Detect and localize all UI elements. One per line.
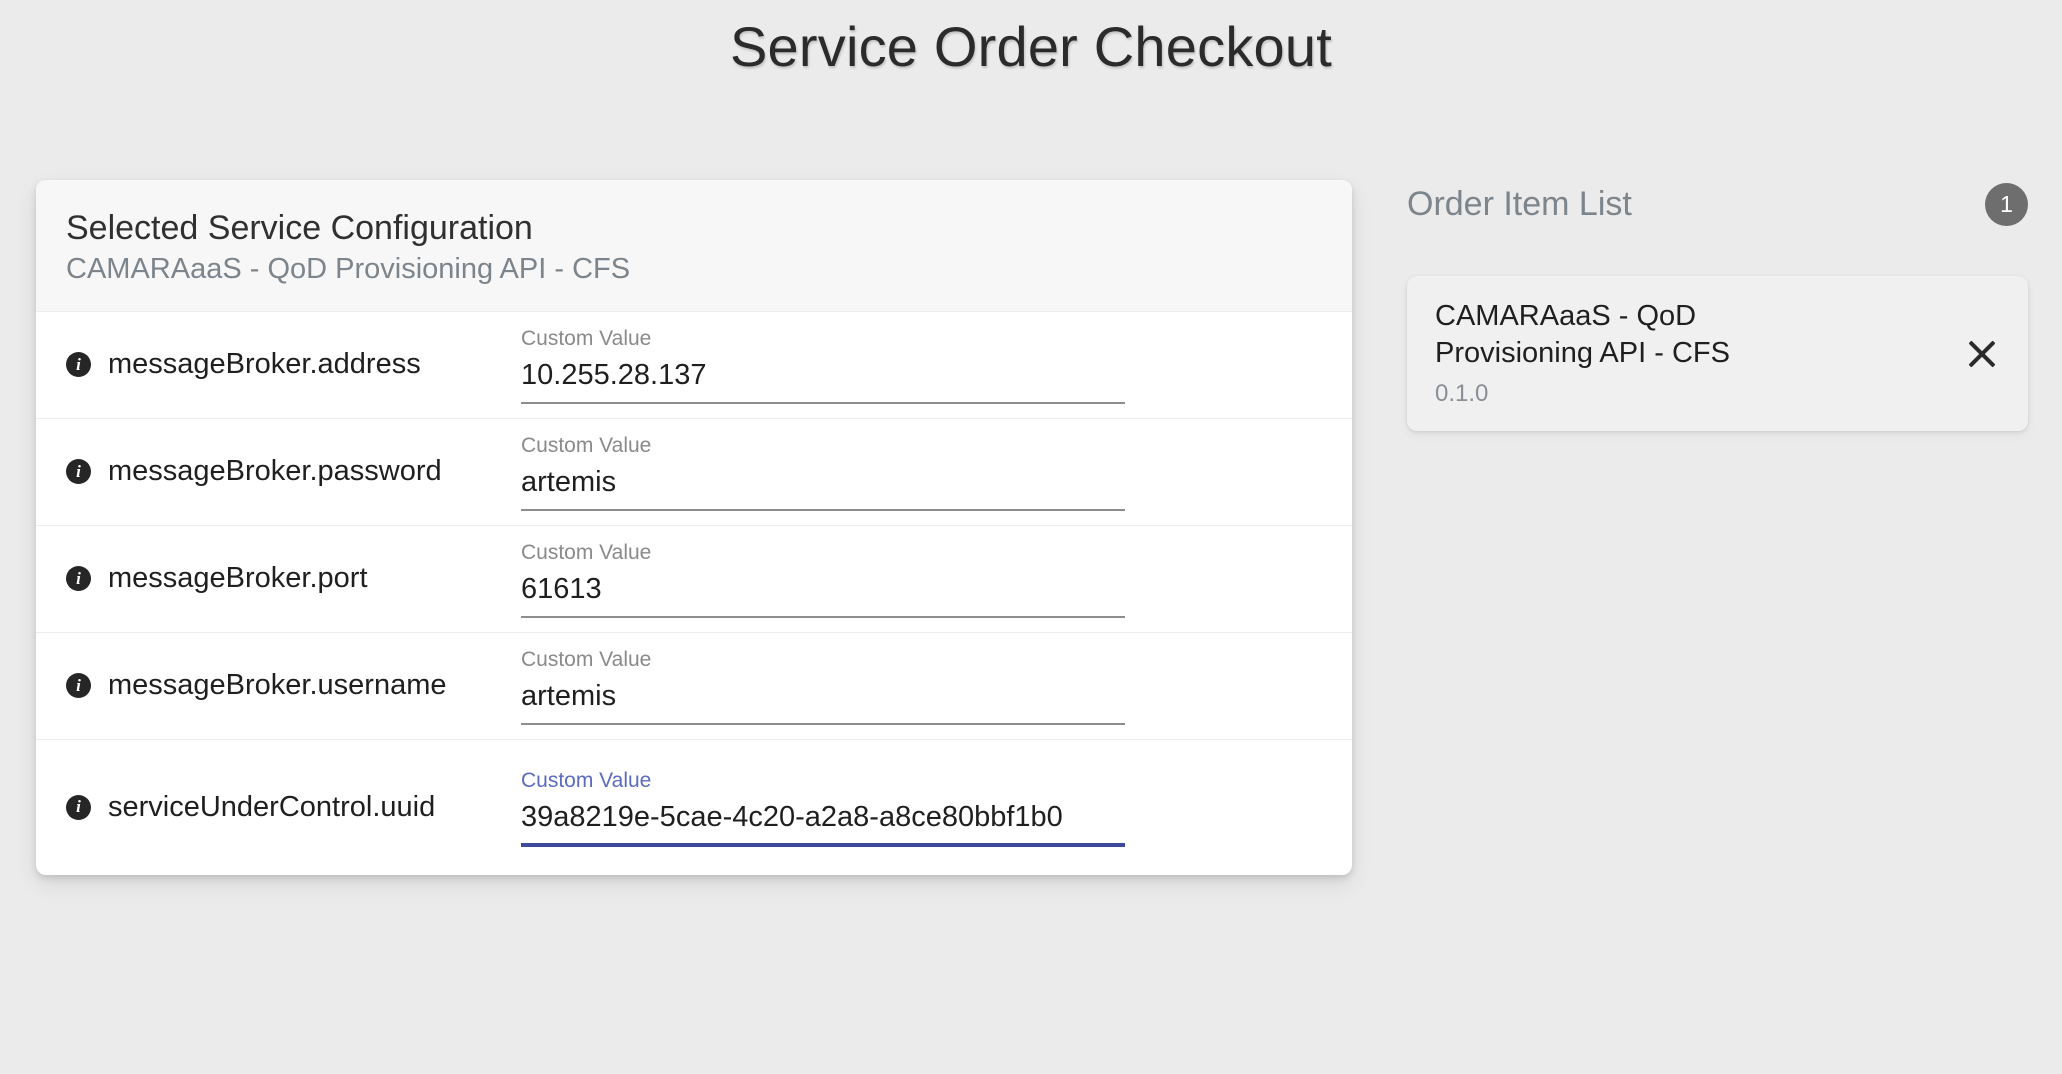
config-row-label: serviceUnderControl.uuid xyxy=(108,790,436,823)
custom-value-label: Custom Value xyxy=(521,433,652,457)
info-icon[interactable]: i xyxy=(66,459,91,485)
config-card-title: Selected Service Configuration xyxy=(66,209,533,247)
order-item-version: 0.1.0 xyxy=(1435,380,1489,408)
custom-value-label: Custom Value xyxy=(521,540,652,564)
config-row-label: messageBroker.port xyxy=(108,562,368,595)
info-icon[interactable]: i xyxy=(66,352,91,378)
custom-value-field[interactable]: Custom Value artemis xyxy=(521,647,1125,726)
custom-value-label: Custom Value xyxy=(521,768,652,792)
order-item-list-title: Order Item List xyxy=(1407,184,1632,223)
config-row: i messageBroker.username Custom Value ar… xyxy=(36,633,1352,740)
config-row: i serviceUnderControl.uuid Custom Value … xyxy=(36,740,1352,875)
config-row-field-cell: Custom Value 61613 xyxy=(521,526,1352,632)
order-item-texts: CAMARAaaS - QoD Provisioning API - CFS 0… xyxy=(1435,298,1962,409)
config-row-label: messageBroker.username xyxy=(108,669,447,702)
config-row-field-cell: Custom Value artemis xyxy=(521,633,1352,739)
order-item-list-panel: Order Item List 1 CAMARAaaS - QoD Provis… xyxy=(1407,178,2028,432)
custom-value-input[interactable]: artemis xyxy=(521,678,1125,726)
custom-value-input[interactable]: 10.255.28.137 xyxy=(521,357,1125,405)
config-card-subtitle: CAMARAaaS - QoD Provisioning API - CFS xyxy=(66,253,631,286)
config-row-field-cell: Custom Value artemis xyxy=(521,419,1352,525)
config-row-label-cell: i messageBroker.username xyxy=(36,633,521,739)
info-icon[interactable]: i xyxy=(66,673,91,699)
custom-value-field[interactable]: Custom Value 10.255.28.137 xyxy=(521,326,1125,405)
order-item-count-badge: 1 xyxy=(1985,182,2028,226)
config-row-label-cell: i messageBroker.password xyxy=(36,419,521,525)
config-row-list: i messageBroker.address Custom Value 10.… xyxy=(36,312,1352,875)
custom-value-input[interactable]: artemis xyxy=(521,464,1125,512)
config-row: i messageBroker.password Custom Value ar… xyxy=(36,419,1352,526)
order-item-name: CAMARAaaS - QoD Provisioning API - CFS xyxy=(1435,300,1730,370)
custom-value-field[interactable]: Custom Value artemis xyxy=(521,433,1125,512)
config-row-label: messageBroker.password xyxy=(108,455,442,488)
config-row-field-cell: Custom Value 10.255.28.137 xyxy=(521,312,1352,418)
custom-value-field[interactable]: Custom Value 61613 xyxy=(521,540,1125,619)
info-icon[interactable]: i xyxy=(66,794,91,820)
config-card-header: Selected Service Configuration CAMARAaaS… xyxy=(36,180,1352,312)
info-icon[interactable]: i xyxy=(66,566,91,592)
custom-value-label: Custom Value xyxy=(521,647,652,671)
custom-value-field[interactable]: Custom Value 39a8219e-5cae-4c20-a2a8-a8c… xyxy=(521,768,1125,848)
config-row-label-cell: i messageBroker.address xyxy=(36,312,521,418)
page-title: Service Order Checkout xyxy=(730,15,1332,78)
selected-service-configuration-card: Selected Service Configuration CAMARAaaS… xyxy=(36,180,1352,875)
config-row-field-cell: Custom Value 39a8219e-5cae-4c20-a2a8-a8c… xyxy=(521,740,1352,875)
config-row-label: messageBroker.address xyxy=(108,348,421,381)
custom-value-input[interactable]: 39a8219e-5cae-4c20-a2a8-a8ce80bbf1b0 xyxy=(521,799,1125,848)
close-icon[interactable] xyxy=(1962,334,2002,374)
order-item-card[interactable]: CAMARAaaS - QoD Provisioning API - CFS 0… xyxy=(1407,276,2028,432)
custom-value-label: Custom Value xyxy=(521,326,652,350)
config-row: i messageBroker.port Custom Value 61613 xyxy=(36,526,1352,633)
config-row-label-cell: i messageBroker.port xyxy=(36,526,521,632)
custom-value-input[interactable]: 61613 xyxy=(521,571,1125,619)
order-item-list-header: Order Item List 1 xyxy=(1407,178,2028,230)
config-row-label-cell: i serviceUnderControl.uuid xyxy=(36,740,521,875)
config-row: i messageBroker.address Custom Value 10.… xyxy=(36,312,1352,419)
